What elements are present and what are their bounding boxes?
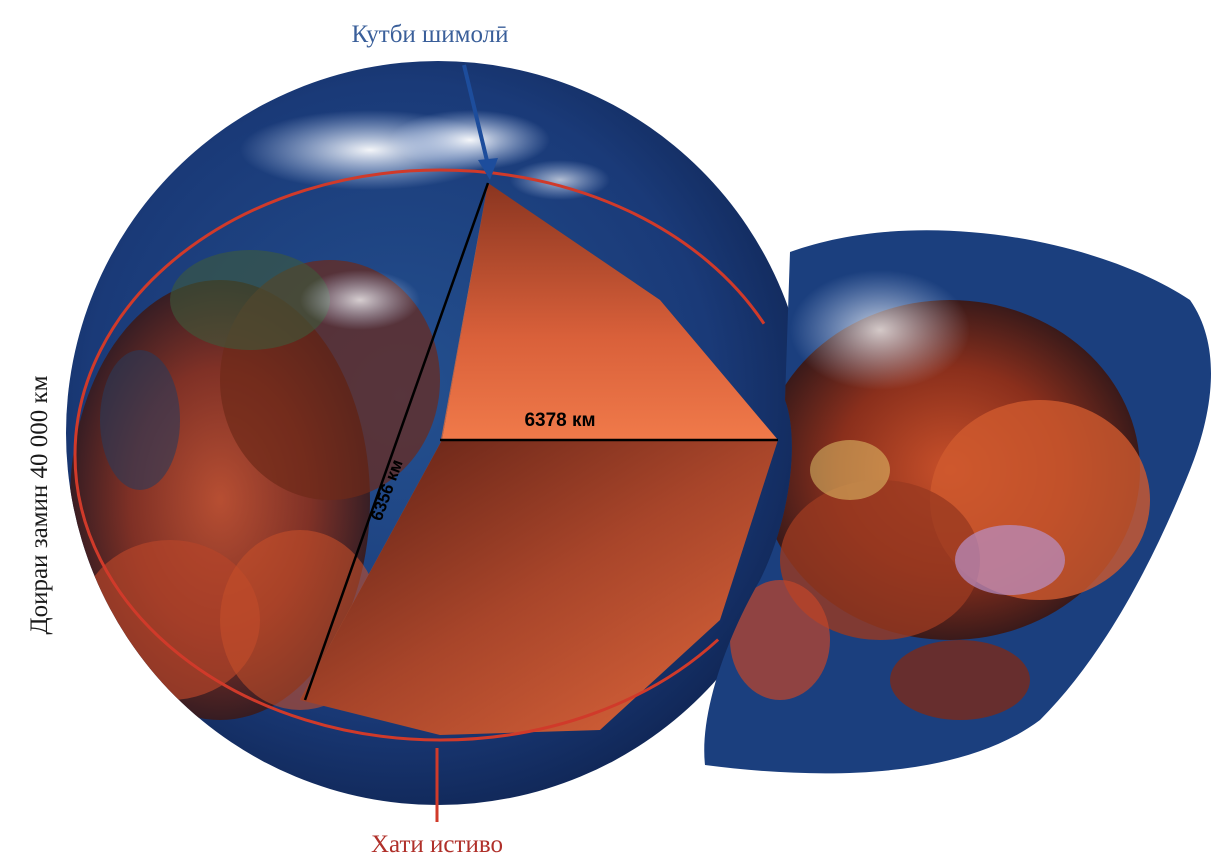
main-globe <box>66 61 810 805</box>
globe-surface-texture <box>70 110 610 720</box>
circumference-label: Доираи замин 40 000 км <box>26 375 53 634</box>
cut-face-lower <box>300 440 778 735</box>
polar-radius-line <box>303 182 490 701</box>
equator-label: Хати истиво <box>371 831 503 858</box>
north-pole-label: Кутби шимолӣ <box>351 21 508 48</box>
equator-line <box>73 168 807 822</box>
cut-face-upper <box>442 183 778 440</box>
north-pole-arrow <box>462 64 498 180</box>
globe-wedge-segment <box>704 230 1211 774</box>
equatorial-radius-label: 6378 км <box>524 410 595 431</box>
